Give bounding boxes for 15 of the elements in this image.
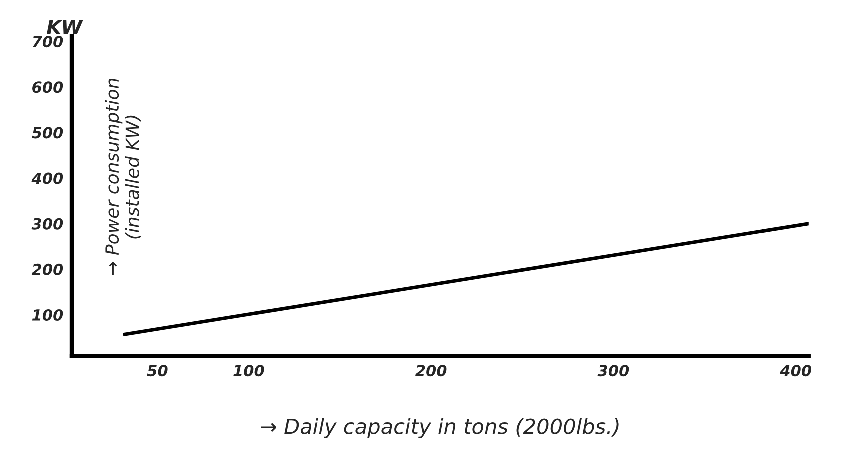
x-tick-label: 400: [780, 365, 812, 377]
y-tick-label: 300: [32, 218, 64, 230]
y-tick-label: 700: [32, 36, 64, 48]
y-tick-label: 400: [32, 172, 64, 184]
x-axis-title: → Daily capacity in tons (2000lbs.): [261, 418, 619, 438]
y-tick-label: 500: [32, 127, 64, 139]
y-axis-title: → Power consumption (installed KW): [105, 78, 142, 276]
x-tick-label: 200: [415, 365, 447, 377]
text: KW: [46, 20, 84, 34]
x-tick-label: 300: [598, 365, 630, 377]
y-tick-label: 200: [32, 264, 64, 276]
y-tick-label: 100: [32, 309, 64, 322]
y-tick-label: 600: [32, 82, 64, 94]
x-tick-label: 50: [147, 365, 168, 377]
x-tick-label: 100: [234, 365, 264, 377]
